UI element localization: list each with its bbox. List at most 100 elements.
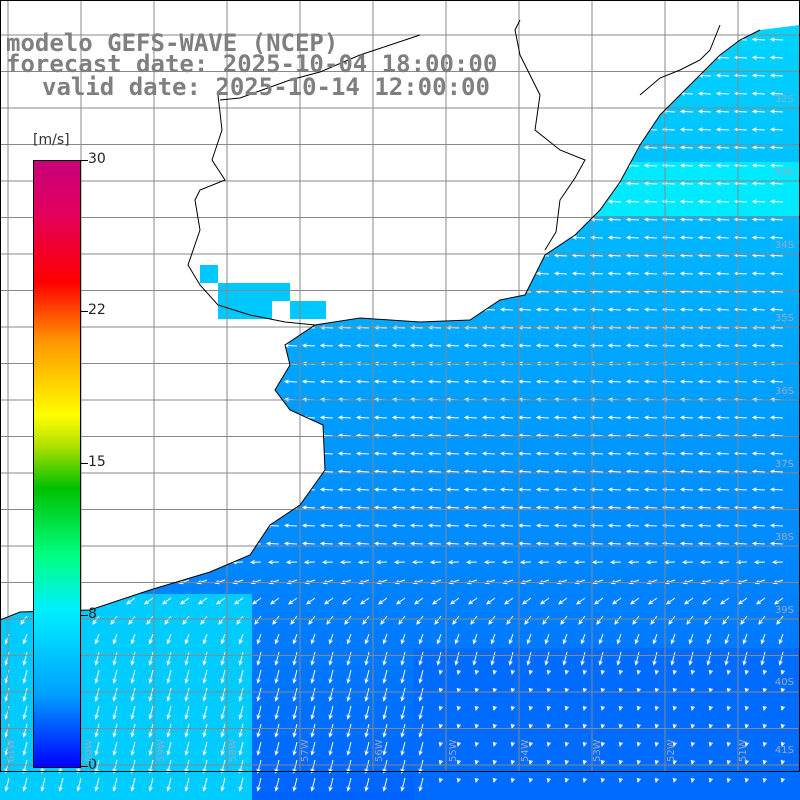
field-cell	[18, 612, 36, 630]
field-cell	[450, 792, 468, 800]
field-cell	[378, 594, 396, 612]
wind-arrow	[355, 451, 370, 456]
field-cell	[576, 198, 594, 216]
wind-arrow	[377, 597, 388, 605]
wind-arrow	[445, 451, 460, 456]
field-cell	[792, 324, 800, 342]
field-cell	[0, 108, 18, 126]
field-cell	[360, 576, 378, 594]
field-cell	[702, 72, 720, 90]
wind-arrow	[715, 145, 730, 150]
wind-arrow	[733, 505, 748, 510]
field-cell	[234, 432, 252, 450]
field-cell	[0, 468, 18, 486]
field-cell	[450, 162, 468, 180]
wind-arrow	[643, 379, 658, 384]
field-cell	[738, 360, 756, 378]
field-cell	[684, 486, 702, 504]
wind-arrow	[112, 651, 118, 666]
field-cell	[360, 630, 378, 648]
field-cell	[594, 450, 612, 468]
field-cell	[396, 648, 414, 666]
wind-arrow	[697, 379, 712, 384]
wind-arrow	[445, 343, 460, 348]
field-cell	[216, 630, 234, 648]
field-cell	[792, 792, 800, 800]
field-cell	[360, 180, 378, 198]
field-cell	[630, 270, 648, 288]
wind-arrow	[238, 777, 244, 792]
wind-arrow	[148, 777, 154, 792]
wind-arrow	[409, 541, 424, 546]
field-cell	[144, 234, 162, 252]
field-cell	[720, 396, 738, 414]
wind-arrow	[546, 741, 551, 747]
field-cell	[396, 270, 414, 288]
field-cell	[234, 126, 252, 144]
wind-arrow	[256, 777, 262, 792]
wind-arrow	[256, 759, 262, 774]
field-cell	[180, 396, 198, 414]
field-cell	[360, 432, 378, 450]
wind-arrow	[470, 615, 478, 625]
field-cell	[414, 576, 432, 594]
field-cell	[756, 25, 774, 36]
field-cell	[198, 198, 216, 216]
field-cell	[144, 792, 162, 800]
field-cell	[126, 0, 144, 18]
field-cell	[0, 630, 18, 648]
wind-arrow	[528, 669, 533, 675]
wind-arrow	[560, 615, 568, 625]
field-cell	[666, 270, 684, 288]
field-cell	[774, 576, 792, 594]
field-cell	[216, 738, 234, 756]
wind-arrow	[751, 163, 766, 168]
wind-arrow	[715, 523, 730, 528]
wind-arrow	[679, 523, 694, 528]
wind-arrow	[528, 741, 533, 747]
wind-arrow	[751, 451, 766, 456]
wind-arrow	[130, 687, 136, 702]
field-cell	[162, 504, 180, 522]
field-cell	[272, 283, 290, 301]
field-cell	[414, 432, 432, 450]
field-cell	[360, 540, 378, 558]
field-cell	[702, 342, 720, 360]
field-cell	[432, 25, 450, 36]
wind-arrow	[319, 505, 334, 510]
field-cell	[126, 486, 144, 504]
field-cell	[468, 216, 486, 234]
field-cell	[558, 504, 576, 522]
wind-arrow	[454, 633, 460, 645]
wind-arrow	[506, 615, 514, 625]
field-cell	[594, 702, 612, 720]
field-cell	[54, 774, 72, 792]
wind-arrow	[625, 145, 640, 150]
wind-arrow	[697, 307, 712, 312]
field-cell	[648, 576, 666, 594]
field-cell	[288, 432, 306, 450]
field-cell	[666, 738, 684, 756]
wind-arrow	[499, 505, 514, 510]
field-cell	[162, 162, 180, 180]
wind-arrow	[337, 379, 352, 384]
field-cell	[630, 306, 648, 324]
field-cell	[594, 342, 612, 360]
field-cell	[198, 126, 216, 144]
wind-arrow	[634, 651, 640, 666]
wind-arrow	[400, 741, 406, 756]
wind-arrow	[218, 615, 226, 625]
field-cell	[648, 594, 666, 612]
field-cell	[594, 144, 612, 162]
field-cell	[684, 198, 702, 216]
wind-arrow	[706, 651, 712, 666]
field-cell	[702, 126, 720, 144]
field-cell	[720, 558, 738, 576]
field-cell	[450, 504, 468, 522]
field-cell	[648, 540, 666, 558]
wind-arrow	[733, 199, 748, 204]
field-cell	[432, 684, 450, 702]
model-title: modelo GEFS-WAVE (NCEP)	[6, 29, 339, 57]
wind-arrow	[310, 669, 316, 684]
